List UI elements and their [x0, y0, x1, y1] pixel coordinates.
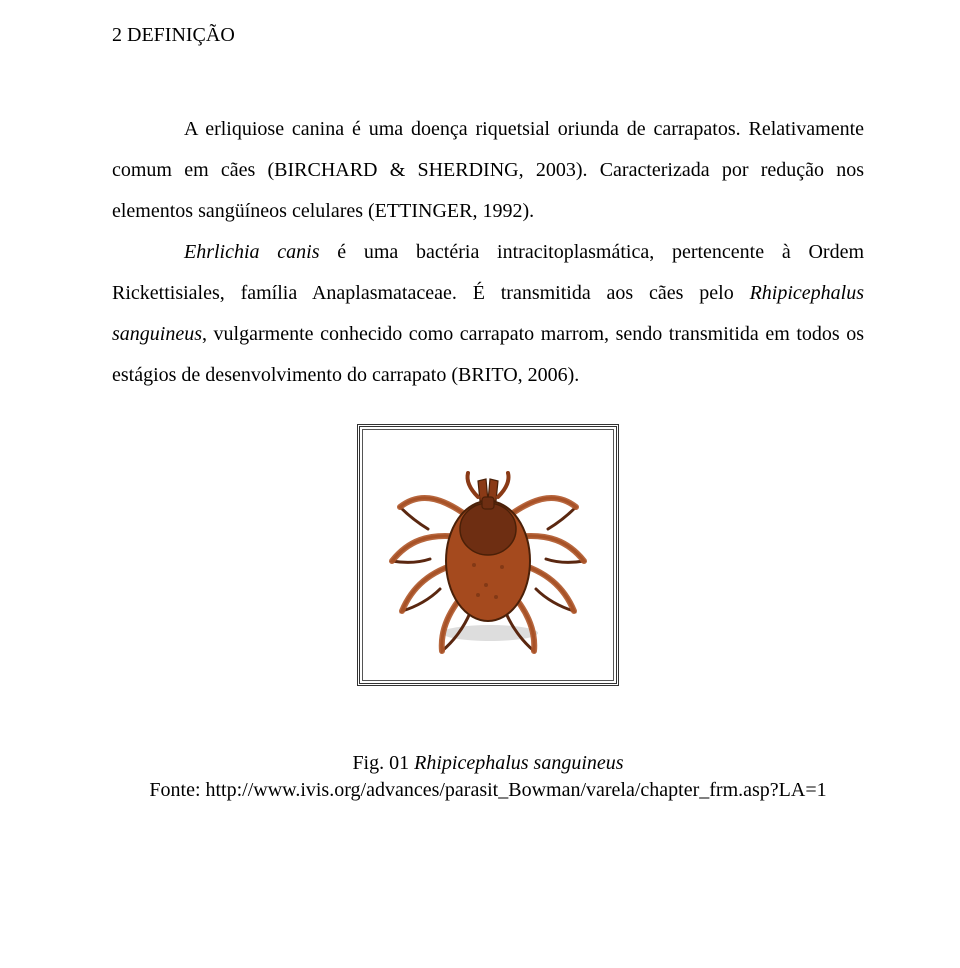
figure-container	[112, 424, 864, 686]
figure-frame-inner	[362, 429, 614, 681]
figure-caption-taxon: Rhipicephalus sanguineus	[414, 752, 623, 774]
figure-caption-line-1: Fig. 01 Rhipicephalus sanguineus	[112, 750, 864, 777]
paragraph-2-part-b: , vulgarmente conhecido como carrapato m…	[112, 323, 864, 386]
taxon-ehrlichia-canis: Ehrlichia canis	[184, 241, 320, 263]
paragraph-1: A erliquiose canina é uma doença riquets…	[112, 109, 864, 232]
section-title: 2 DEFINIÇÃO	[112, 24, 864, 47]
figure-caption-line-2: Fonte: http://www.ivis.org/advances/para…	[112, 777, 864, 804]
tick-illustration	[378, 445, 598, 665]
figure-frame-outer	[357, 424, 619, 686]
figure-caption-prefix: Fig. 01	[352, 752, 414, 774]
paragraph-2: Ehrlichia canis é uma bactéria intracito…	[112, 232, 864, 396]
figure-caption: Fig. 01 Rhipicephalus sanguineus Fonte: …	[112, 750, 864, 804]
